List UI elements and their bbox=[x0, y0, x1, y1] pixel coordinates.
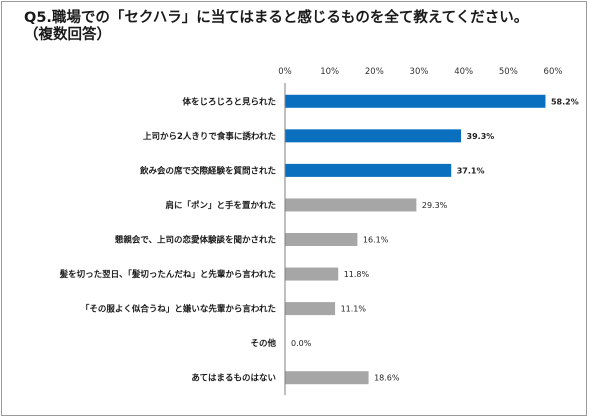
bar bbox=[285, 267, 339, 281]
bar-row: 上司から2人きりで食事に誘われた 39.3% bbox=[143, 129, 495, 143]
value-label: 29.3% bbox=[422, 201, 448, 210]
category-label: その他 bbox=[250, 338, 276, 349]
category-label: 肩に「ポン」と手を置かれた bbox=[165, 200, 276, 211]
bar-rows: 体をじろじろと見られた 58.2% 上司から2人きりで食事に誘われた 39.3% 飲み会… bbox=[59, 94, 579, 385]
x-tick-label: 60% bbox=[544, 67, 563, 77]
bar bbox=[285, 302, 336, 316]
value-label: 58.2% bbox=[551, 97, 579, 106]
category-label: 「その服よく似合うね」と嫌いな先輩から言われた bbox=[81, 304, 276, 315]
bar-row: その他 0.0% bbox=[250, 338, 311, 349]
chart-title: Q5.職場での「セクハラ」に当てはまると感じるものを全て教えてください。 （複数… bbox=[24, 10, 584, 44]
bar-row: 懇親会で、上司の恋愛体験談を聞かされた 16.1% bbox=[115, 233, 389, 246]
value-label: 16.1% bbox=[363, 236, 389, 245]
x-tick-label: 40% bbox=[454, 67, 473, 77]
value-label: 39.3% bbox=[467, 132, 495, 141]
x-tick-label: 30% bbox=[410, 67, 429, 77]
value-label: 11.1% bbox=[341, 305, 367, 314]
bar bbox=[285, 129, 462, 143]
category-label: 上司から2人きりで食事に誘われた bbox=[143, 131, 276, 142]
bar-row: 「その服よく似合うね」と嫌いな先輩から言われた 11.1% bbox=[81, 302, 367, 316]
value-label: 18.6% bbox=[374, 374, 400, 383]
x-tick-label: 10% bbox=[320, 67, 339, 77]
value-label: 0.0% bbox=[291, 339, 312, 348]
x-tick-label: 50% bbox=[499, 67, 518, 77]
category-label: 懇親会で、上司の恋愛体験談を聞かされた bbox=[115, 235, 276, 246]
category-label: あてはまるものはない bbox=[191, 374, 276, 384]
bar-row: 肩に「ポン」と手を置かれた 29.3% bbox=[165, 198, 448, 212]
x-tick-label: 0% bbox=[278, 67, 292, 77]
bar bbox=[285, 94, 546, 108]
bar bbox=[285, 233, 358, 246]
category-label: 髪を切った翌日、「髪切ったんだね」と先輩から言われた bbox=[59, 269, 276, 280]
title-line-2: （複数回答） bbox=[24, 27, 111, 43]
bar-row: 飲み会の席で交際経験を質問された 37.1% bbox=[139, 163, 485, 177]
category-label: 体をじろじろと見られた bbox=[182, 96, 276, 107]
x-tick-label: 20% bbox=[365, 67, 384, 77]
value-label: 37.1% bbox=[457, 166, 485, 175]
value-label: 11.8% bbox=[344, 270, 370, 279]
bar-row: あてはまるものはない 18.6% bbox=[191, 371, 400, 385]
bar-row: 髪を切った翌日、「髪切ったんだね」と先輩から言われた 11.8% bbox=[59, 267, 370, 281]
bar bbox=[285, 163, 452, 177]
bar bbox=[285, 371, 369, 385]
title-line-1: Q5.職場での「セクハラ」に当てはまると感じるものを全て教えてください。 bbox=[24, 10, 529, 26]
bar bbox=[285, 198, 417, 212]
category-label: 飲み会の席で交際経験を質問された bbox=[139, 165, 276, 176]
x-axis-ticks: 0% 10% 20% 30% 40% 50% 60% bbox=[278, 67, 562, 77]
bar-row: 体をじろじろと見られた 58.2% bbox=[182, 94, 579, 108]
